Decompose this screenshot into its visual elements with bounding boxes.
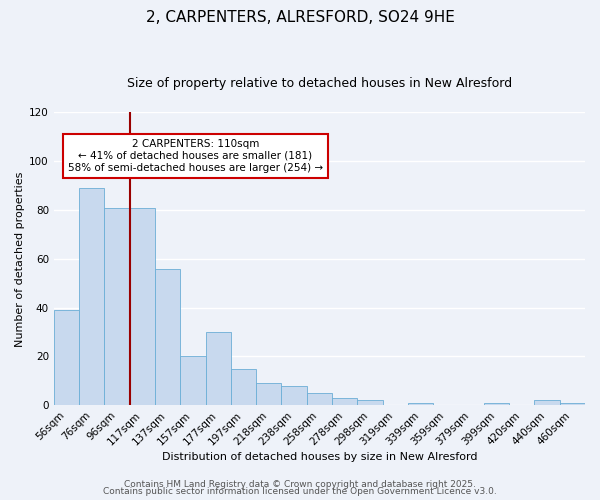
Bar — [130, 208, 155, 405]
Bar — [332, 398, 358, 405]
Bar — [79, 188, 104, 405]
Title: Size of property relative to detached houses in New Alresford: Size of property relative to detached ho… — [127, 78, 512, 90]
Bar — [307, 393, 332, 405]
Text: 2, CARPENTERS, ALRESFORD, SO24 9HE: 2, CARPENTERS, ALRESFORD, SO24 9HE — [146, 10, 454, 25]
Bar — [358, 400, 383, 405]
Bar — [484, 403, 509, 405]
Bar — [180, 356, 206, 405]
Bar — [535, 400, 560, 405]
Text: 2 CARPENTERS: 110sqm
← 41% of detached houses are smaller (181)
58% of semi-deta: 2 CARPENTERS: 110sqm ← 41% of detached h… — [68, 140, 323, 172]
Y-axis label: Number of detached properties: Number of detached properties — [15, 171, 25, 346]
Bar — [231, 368, 256, 405]
Bar — [155, 268, 180, 405]
Bar — [104, 208, 130, 405]
Text: Contains HM Land Registry data © Crown copyright and database right 2025.: Contains HM Land Registry data © Crown c… — [124, 480, 476, 489]
Bar — [206, 332, 231, 405]
Bar — [408, 403, 433, 405]
Bar — [281, 386, 307, 405]
Text: Contains public sector information licensed under the Open Government Licence v3: Contains public sector information licen… — [103, 487, 497, 496]
X-axis label: Distribution of detached houses by size in New Alresford: Distribution of detached houses by size … — [161, 452, 477, 462]
Bar — [560, 403, 585, 405]
Bar — [54, 310, 79, 405]
Bar — [256, 384, 281, 405]
